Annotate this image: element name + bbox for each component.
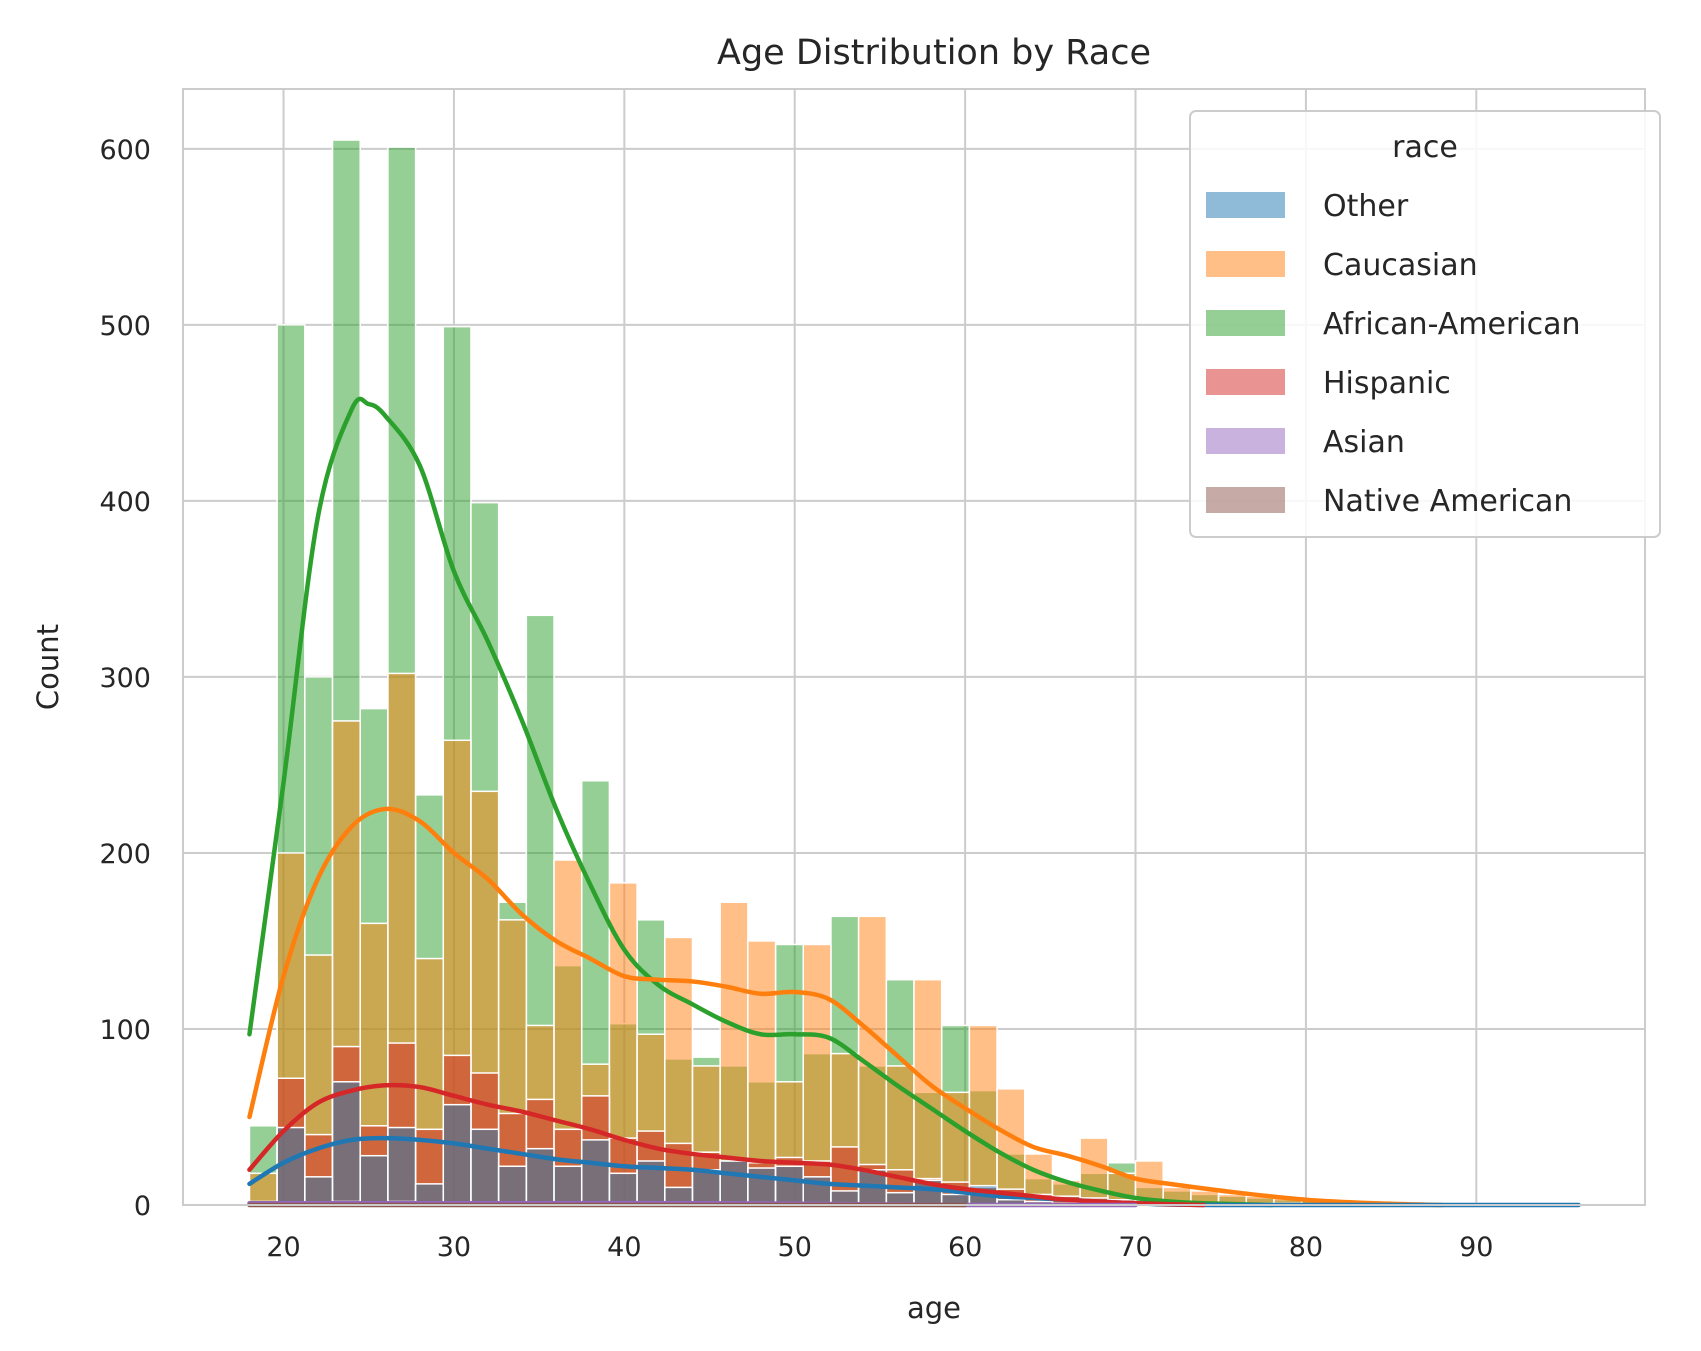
histogram-bar [691, 1169, 721, 1206]
y-tick-label: 200 [99, 839, 151, 870]
y-tick-labels: 0 100 200 300 400 500 600 [99, 135, 151, 1222]
legend-label: Other [1323, 189, 1409, 224]
legend-items: Other Caucasian African-American Hispanic As… [1206, 189, 1581, 519]
legend-item: Caucasian [1206, 248, 1478, 283]
y-tick-label: 0 [134, 1191, 151, 1222]
histogram-bar [359, 1154, 389, 1206]
legend-swatch [1206, 310, 1285, 336]
legend-swatch [1206, 369, 1285, 395]
histogram-bar [304, 1176, 334, 1206]
x-axis-label: age [907, 1291, 961, 1325]
histogram-bar [470, 1128, 500, 1206]
legend-box [1189, 110, 1661, 538]
x-tick-label: 50 [778, 1232, 812, 1263]
legend-label: Native American [1323, 484, 1572, 519]
histogram-bar [747, 1167, 777, 1206]
legend-label: African-American [1323, 307, 1581, 342]
legend-label: Asian [1323, 425, 1405, 460]
x-tick-label: 40 [607, 1232, 641, 1263]
legend-swatch [1206, 487, 1285, 513]
histogram-bar [774, 1165, 804, 1206]
x-tick-label: 90 [1459, 1232, 1493, 1263]
legend: race Other Caucasian African-American Hispa… [1189, 110, 1661, 538]
histogram-bar [553, 1165, 583, 1206]
kde-curve-caucasian [247, 806, 1445, 1208]
histogram-bar [580, 1139, 611, 1206]
legend-swatch [1206, 251, 1285, 277]
histogram-bar [608, 1172, 638, 1206]
histogram-bar [442, 1103, 472, 1206]
x-tick-labels: 20 30 40 50 60 70 80 90 [266, 1232, 1493, 1263]
histogram-bar [1079, 1137, 1109, 1206]
y-axis-label: Count [31, 624, 65, 710]
histogram-bar [719, 1160, 749, 1206]
legend-label: Hispanic [1323, 366, 1451, 401]
x-tick-label: 20 [266, 1232, 300, 1263]
kde-curve-african-american [247, 396, 1275, 1208]
y-tick-label: 600 [99, 135, 151, 166]
y-tick-label: 400 [99, 487, 151, 518]
y-tick-label: 500 [99, 311, 151, 342]
legend-item: Native American [1206, 484, 1572, 519]
legend-item: Asian [1206, 425, 1405, 460]
histogram-bar [996, 1088, 1026, 1206]
x-tick-label: 70 [1118, 1232, 1152, 1263]
x-tick-label: 60 [948, 1232, 982, 1263]
x-tick-label: 30 [437, 1232, 471, 1263]
y-tick-label: 300 [99, 663, 151, 694]
chart-title: Age Distribution by Race [717, 33, 1151, 73]
legend-swatch [1206, 192, 1285, 218]
y-tick-label: 100 [99, 1015, 151, 1046]
legend-swatch [1206, 428, 1285, 454]
legend-item: African-American [1206, 307, 1581, 342]
x-tick-label: 80 [1289, 1232, 1323, 1263]
kde-curve-hispanic [247, 1082, 1206, 1208]
legend-item: Other [1206, 189, 1409, 224]
histogram-bar [497, 1165, 528, 1206]
plot-frame [182, 88, 1646, 1206]
histogram-bar [719, 901, 749, 1206]
legend-label: Caucasian [1323, 248, 1478, 283]
legend-item: Hispanic [1206, 366, 1451, 401]
histogram-bar [248, 1172, 278, 1206]
legend-title: race [1392, 130, 1458, 165]
